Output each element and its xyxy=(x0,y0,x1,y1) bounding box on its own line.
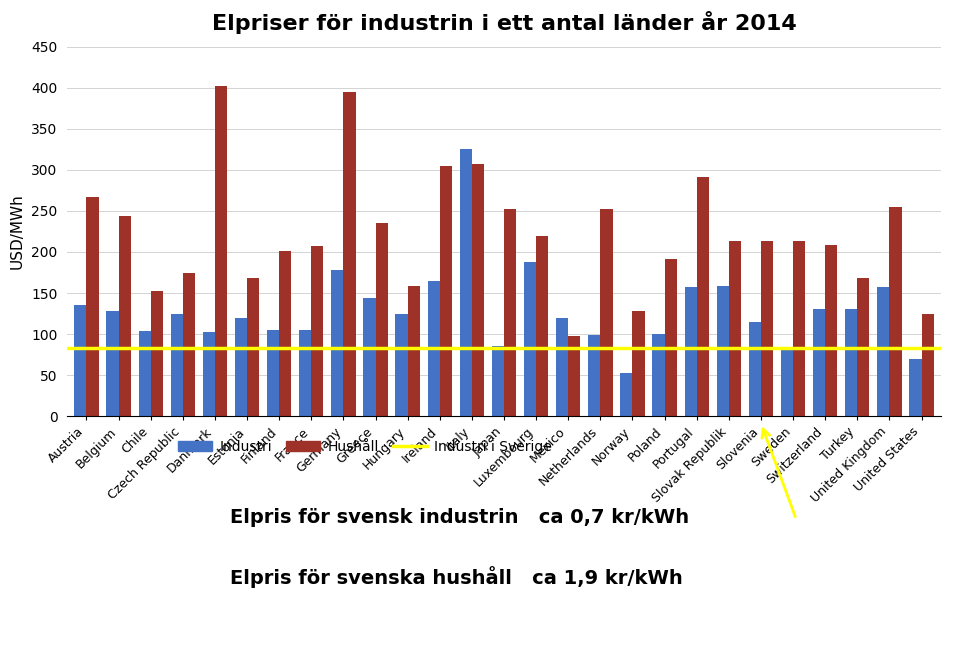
Bar xyxy=(813,309,826,416)
Bar xyxy=(793,240,805,416)
Text: Elpris för svenska hushåll   ca 1,9 kr/kWh: Elpris för svenska hushåll ca 1,9 kr/kWh xyxy=(230,566,684,588)
Bar xyxy=(664,258,677,416)
Bar xyxy=(86,197,99,416)
Bar xyxy=(427,280,440,416)
Bar xyxy=(922,314,934,416)
Bar xyxy=(107,311,119,416)
Bar xyxy=(600,209,612,416)
Title: Elpriser för industrin i ett antal länder år 2014: Elpriser för industrin i ett antal lände… xyxy=(211,11,797,34)
Bar xyxy=(684,287,697,416)
Bar xyxy=(363,298,375,416)
Bar xyxy=(247,278,259,416)
Bar xyxy=(344,92,355,416)
Bar xyxy=(780,349,793,416)
Bar xyxy=(138,331,151,416)
Bar xyxy=(857,278,870,416)
Text: Elpris för svensk industrin   ca 0,7 kr/kWh: Elpris för svensk industrin ca 0,7 kr/kW… xyxy=(230,509,689,527)
Bar xyxy=(556,317,568,416)
Bar xyxy=(716,287,729,416)
Bar xyxy=(203,332,215,416)
Bar xyxy=(536,236,548,416)
Bar xyxy=(182,273,195,416)
Bar xyxy=(440,166,452,416)
Bar xyxy=(504,209,516,416)
Bar xyxy=(588,335,600,416)
Bar xyxy=(279,251,292,416)
Bar xyxy=(408,287,420,416)
Bar xyxy=(331,270,344,416)
Bar xyxy=(826,245,837,416)
Bar xyxy=(909,358,922,416)
Bar xyxy=(877,287,889,416)
Bar xyxy=(151,291,163,416)
Bar xyxy=(524,262,536,416)
Legend: Industri, Hushåll, Industri i Sverige: Industri, Hushåll, Industri i Sverige xyxy=(172,434,558,460)
Bar xyxy=(845,309,857,416)
Bar xyxy=(568,336,581,416)
Y-axis label: USD/MWh: USD/MWh xyxy=(10,194,24,269)
Bar xyxy=(633,311,645,416)
Bar xyxy=(215,87,228,416)
Bar xyxy=(311,246,324,416)
Bar xyxy=(300,330,311,416)
Bar xyxy=(653,334,664,416)
Bar xyxy=(375,223,388,416)
Bar xyxy=(171,314,182,416)
Bar xyxy=(889,207,901,416)
Bar xyxy=(761,240,773,416)
Bar xyxy=(267,330,279,416)
Bar xyxy=(729,240,741,416)
Bar xyxy=(492,346,504,416)
Bar xyxy=(697,177,708,416)
Bar xyxy=(620,373,633,416)
Bar xyxy=(235,319,247,416)
Bar xyxy=(749,321,761,416)
Bar xyxy=(460,150,472,416)
Bar xyxy=(472,164,484,416)
Bar xyxy=(396,314,408,416)
Bar xyxy=(74,305,86,416)
Bar xyxy=(119,216,131,416)
